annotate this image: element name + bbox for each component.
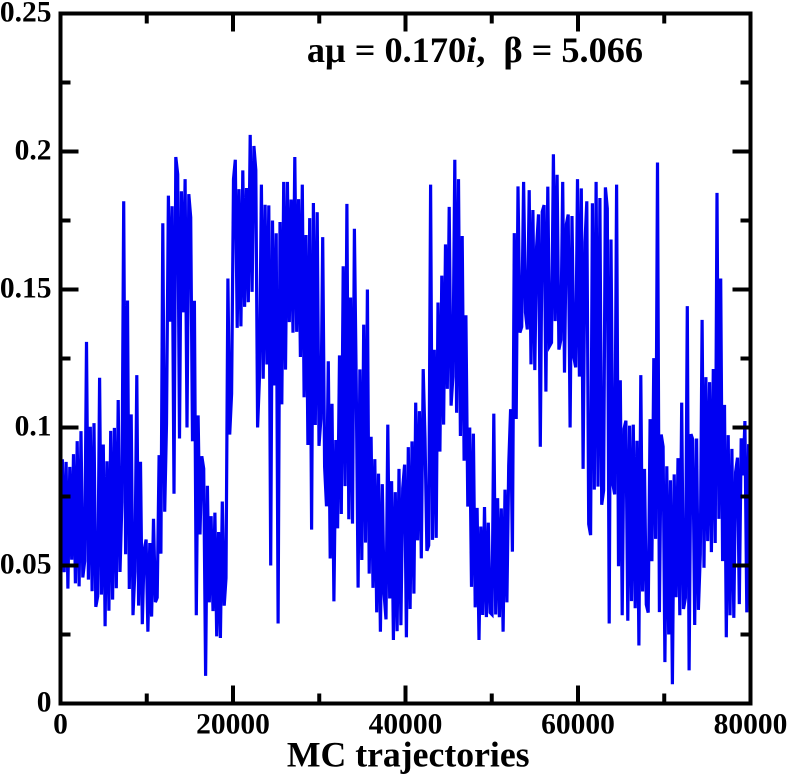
- svg-text:60000: 60000: [541, 709, 615, 741]
- svg-text:40000: 40000: [369, 709, 443, 741]
- svg-text:0.25: 0.25: [0, 0, 52, 29]
- svg-text:20000: 20000: [196, 709, 270, 741]
- svg-text:0: 0: [37, 687, 52, 719]
- svg-text:0.2: 0.2: [15, 135, 52, 167]
- svg-text:0.05: 0.05: [0, 549, 52, 581]
- svg-text:MC trajectories: MC trajectories: [287, 735, 530, 775]
- svg-text:0.1: 0.1: [15, 411, 52, 443]
- svg-text:80000: 80000: [714, 709, 788, 741]
- svg-text:aμ = 0.170i, β = 5.066: aμ = 0.170i, β = 5.066: [307, 30, 643, 70]
- svg-text:0.15: 0.15: [0, 273, 52, 305]
- svg-text:0: 0: [53, 709, 68, 741]
